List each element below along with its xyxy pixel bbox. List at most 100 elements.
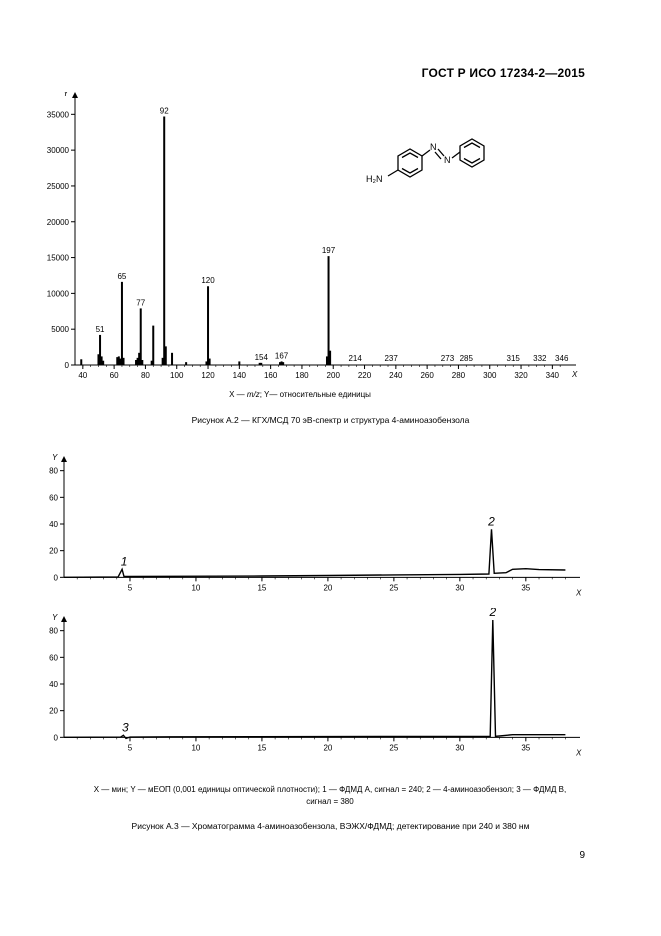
- mass-spectrum-marks: 51 65 77 92 120 154 167 197 214 237 273 285 315 332 34…: [80, 106, 569, 365]
- y-tick-label: 30000: [47, 146, 70, 155]
- axis-note-part: X —: [229, 390, 247, 399]
- x-tick-label: 160: [264, 371, 278, 380]
- x-tick-label: 25: [389, 743, 398, 752]
- document-header: ГОСТ Р ИСО 17234-2—2015: [421, 66, 585, 80]
- y-tick-label: 35000: [47, 110, 70, 119]
- y-tick-label: 25000: [47, 182, 70, 191]
- y-tick-label: 5000: [51, 325, 69, 334]
- x-tick-label: 30: [455, 743, 464, 752]
- x-tick-label: 100: [170, 371, 184, 380]
- x-tick-label: 5: [128, 583, 133, 592]
- chromatogram-380-marks: 32: [63, 608, 566, 740]
- peak-annotation: 3: [122, 720, 129, 734]
- benzene-ring-right: [459, 138, 485, 168]
- x-tick-label: 10: [191, 743, 200, 752]
- x-tick-label: 280: [452, 371, 466, 380]
- y-tick-label: 40: [49, 520, 58, 529]
- peak-label: 214: [348, 354, 362, 363]
- x-tick-label: 300: [483, 371, 497, 380]
- y-tick-label: 60: [49, 653, 58, 662]
- chromatogram-trace: [63, 529, 566, 578]
- peak-label: 120: [201, 276, 215, 285]
- mass-spectrum-chart: Y X 0 5000 10000 15000 20000 25000 30000 35000 40 6…: [47, 92, 578, 380]
- figure-a2-axis-note: X — m/z; Y— относительные единицы: [150, 390, 450, 399]
- x-tick-label: 15: [257, 743, 266, 752]
- y-tick-label: 0: [54, 573, 59, 582]
- x-tick-label: 20: [323, 743, 332, 752]
- y-tick-label: 20000: [47, 218, 70, 227]
- y-axis-arrow: [72, 92, 78, 98]
- y-tick-label: 20: [49, 707, 58, 716]
- y-tick-label: 40: [49, 680, 58, 689]
- y-tick-label: 60: [49, 493, 58, 502]
- figure-a2-caption: Рисунок А.2 — КГХ/МСД 70 эВ-спектр и стр…: [191, 415, 470, 425]
- chromatogram-trace: [63, 619, 566, 740]
- x-axis-label: X: [571, 370, 578, 379]
- y-axis-arrow: [61, 456, 67, 462]
- x-tick-label: 30: [455, 583, 464, 592]
- x-tick-label: 35: [521, 583, 530, 592]
- y-tick-label: 20: [49, 547, 58, 556]
- peak-label: 51: [96, 325, 105, 334]
- amino-group-label: H₂N: [366, 174, 383, 184]
- x-tick-label: 180: [295, 371, 309, 380]
- azo-n2-label: N: [444, 155, 451, 165]
- peak-label: 167: [275, 351, 289, 360]
- page-number: 9: [579, 850, 585, 861]
- figure-a3-legend-line2: сигнал = 380: [306, 797, 354, 806]
- x-tick-label: 25: [389, 583, 398, 592]
- bond-c-n: [421, 149, 431, 157]
- bond-c-nh2: [387, 169, 399, 177]
- bond-n-c: [451, 151, 461, 159]
- y-axis-label: Y: [52, 453, 58, 462]
- x-tick-label: 40: [78, 371, 87, 380]
- x-tick-label: 240: [389, 371, 403, 380]
- y-tick-label: 80: [49, 627, 58, 636]
- y-axis-arrow: [61, 616, 67, 622]
- x-tick-label: 320: [514, 371, 528, 380]
- axis-note-mz: m/z: [246, 390, 260, 399]
- azo-bond-1: [437, 148, 445, 157]
- x-axis-label: X: [575, 748, 582, 757]
- y-tick-label: 15000: [47, 254, 70, 263]
- y-tick-label: 10000: [47, 289, 70, 298]
- axis-note-part: ; Y— относительные единицы: [259, 390, 371, 399]
- peak-label: 65: [117, 272, 126, 281]
- figure-a3-caption: Рисунок А.3 — Хроматограмма 4-аминоазобе…: [131, 821, 530, 831]
- x-tick-label: 15: [257, 583, 266, 592]
- y-axis-label: Y: [52, 613, 58, 622]
- y-tick-label: 80: [49, 467, 58, 476]
- chromatogram-240-marks: 12: [63, 514, 566, 578]
- mass-spectrum-axes: Y X 0 5000 10000 15000 20000 25000 30000 35000 40 6…: [47, 92, 578, 380]
- peak-label: 77: [136, 298, 145, 307]
- peak-label: 154: [255, 353, 269, 362]
- x-tick-label: 20: [323, 583, 332, 592]
- figure-a3-legend-line1: X — мин; Y — мЕОП (0,001 единицы оптичес…: [93, 785, 567, 794]
- y-tick-label: 0: [65, 361, 70, 370]
- x-tick-label: 220: [358, 371, 372, 380]
- y-axis-label: Y: [63, 92, 69, 98]
- peak-label: 346: [555, 354, 569, 363]
- x-tick-label: 60: [110, 371, 119, 380]
- peak-label: 332: [533, 354, 547, 363]
- peak-annotation: 1: [121, 554, 128, 568]
- x-tick-label: 5: [128, 743, 133, 752]
- azo-n1-label: N: [430, 142, 437, 152]
- aminoazobenzene-structure: N N H₂N: [366, 138, 485, 184]
- x-tick-label: 200: [327, 371, 341, 380]
- figure-a3-legend: X — мин; Y — мЕОП (0,001 единицы оптичес…: [45, 784, 615, 808]
- x-tick-label: 80: [141, 371, 150, 380]
- peak-label: 315: [507, 354, 521, 363]
- x-tick-label: 140: [233, 371, 247, 380]
- peak-label: 273: [441, 354, 455, 363]
- x-tick-label: 260: [420, 371, 434, 380]
- chromatogram-240-axes: Y X 0 20 40 60 80 5 10 15 20 25 30 35: [49, 453, 582, 597]
- y-tick-label: 0: [54, 733, 59, 742]
- peak-label: 197: [322, 246, 336, 255]
- peak-label: 237: [384, 354, 398, 363]
- x-tick-label: 120: [201, 371, 215, 380]
- peak-label: 92: [160, 106, 169, 115]
- peak-annotation: 2: [488, 608, 496, 619]
